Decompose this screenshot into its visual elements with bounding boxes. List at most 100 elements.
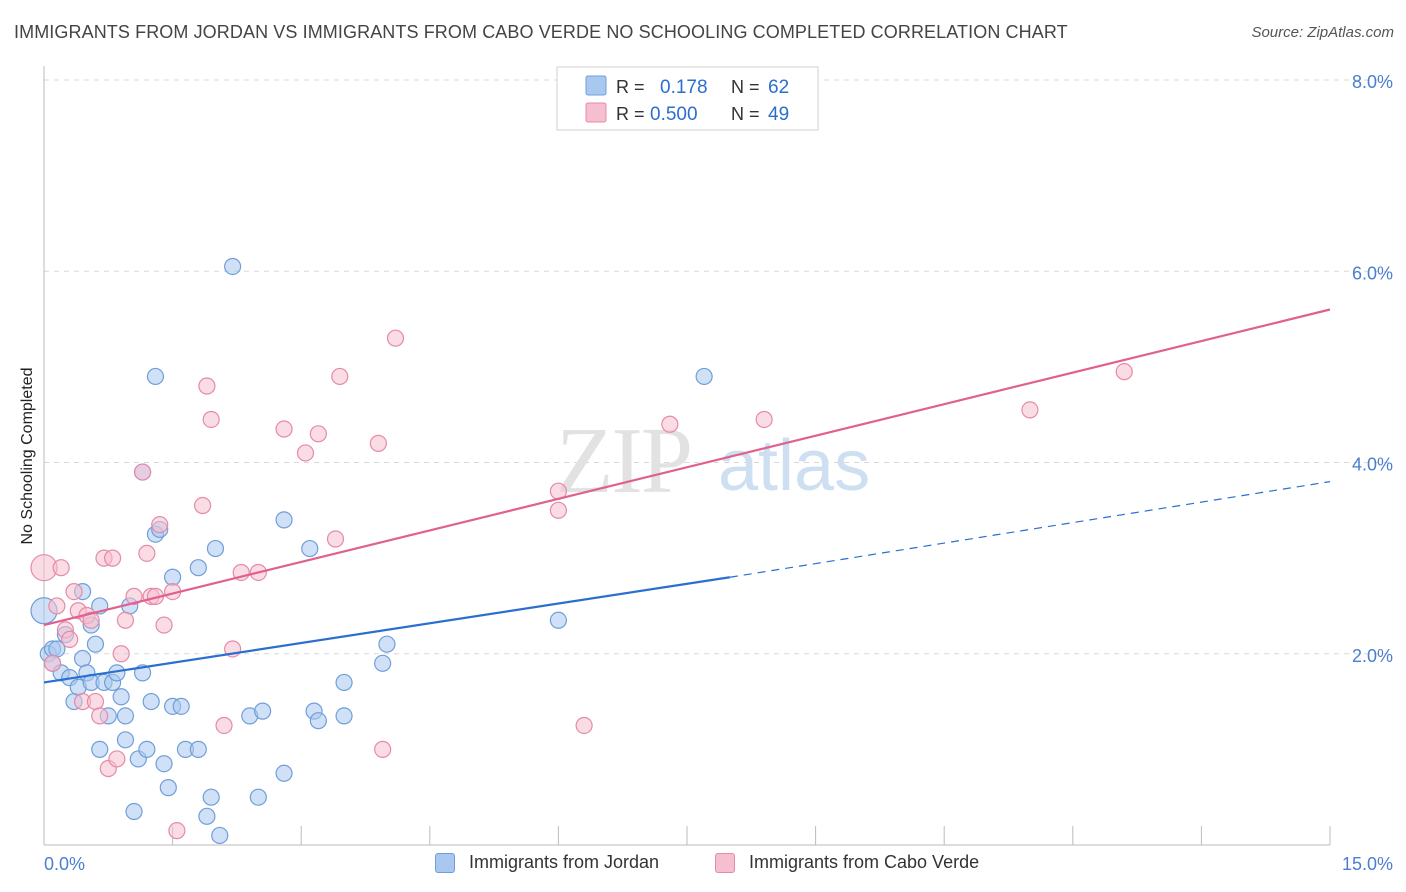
chart-title: IMMIGRANTS FROM JORDAN VS IMMIGRANTS FRO… xyxy=(14,22,1068,42)
stats-r-value-blue: 0.178 xyxy=(660,77,708,98)
jordan-point-45 xyxy=(206,539,225,558)
y-tick-label-2: 6.0% xyxy=(1352,263,1393,283)
jordan-point-43 xyxy=(198,807,216,825)
cabo-verde-point-46 xyxy=(661,415,679,433)
y-tick-label-3: 8.0% xyxy=(1352,72,1393,92)
jordan-point-51 xyxy=(275,511,293,529)
x-tick-label-max: 15.0% xyxy=(1342,854,1393,874)
legend-swatch-jordan xyxy=(435,852,455,873)
jordan-point-61 xyxy=(695,367,713,386)
cabo-verde-point-25 xyxy=(155,616,173,634)
stats-n-value-blue: 62 xyxy=(768,77,789,98)
cabo-verde-point-21 xyxy=(138,544,156,562)
jordan-point-44 xyxy=(202,788,220,806)
cabo-verde-point-18 xyxy=(116,611,135,629)
jordan-point-42 xyxy=(189,740,207,758)
cabo-verde-point-40 xyxy=(369,434,387,452)
cabo-verde-trend-line xyxy=(43,308,1331,627)
legend-swatch-cabo-verde xyxy=(715,852,735,873)
jordan-point-57 xyxy=(335,673,353,692)
y-tick-label-1: 4.0% xyxy=(1352,455,1393,475)
stats-n-label-pink: N = xyxy=(731,104,760,124)
cabo-verde-point-35 xyxy=(275,420,293,438)
jordan-point-60 xyxy=(549,611,568,629)
stats-legend-swatch-pink xyxy=(585,102,607,123)
stats-legend: R = 0.178 N = 62 R = 0.500 N = 49 xyxy=(556,66,819,131)
jordan-point-32 xyxy=(146,367,165,386)
cabo-verde-point-6 xyxy=(65,582,83,601)
cabo-verde-point-39 xyxy=(331,367,349,386)
cabo-verde-point-48 xyxy=(1021,401,1039,419)
watermark-atlas: atlas xyxy=(718,426,870,506)
jordan-point-24 xyxy=(116,707,135,725)
cabo-verde-point-44 xyxy=(549,501,568,519)
jordan-point-53 xyxy=(301,539,319,558)
cabo-verde-point-45 xyxy=(575,716,593,735)
stats-r-label-pink: R = xyxy=(616,104,645,124)
cabo-verde-point-31 xyxy=(215,716,233,735)
cabo-verde-point-29 xyxy=(198,377,216,395)
cabo-verde-point-42 xyxy=(386,329,405,347)
source-credit: Source: ZipAtlas.com xyxy=(1251,24,1394,41)
cabo-verde-point-36 xyxy=(296,444,315,462)
cabo-verde-point-12 xyxy=(91,707,109,725)
legend-label-cabo-verde: Immigrants from Cabo Verde xyxy=(749,852,980,872)
jordan-point-39 xyxy=(172,697,190,715)
legend-item-jordan[interactable]: Immigrants from Jordan xyxy=(435,852,659,873)
cabo-verde-point-28 xyxy=(194,496,212,515)
cabo-verde-point-10 xyxy=(82,611,100,629)
cabo-verde-point-37 xyxy=(309,425,327,443)
jordan-point-36 xyxy=(159,779,177,797)
jordan-point-35 xyxy=(155,755,173,773)
jordan-point-37 xyxy=(164,568,182,586)
cabo-verde-point-1 xyxy=(43,654,62,672)
series-legend: Immigrants from Jordan Immigrants from C… xyxy=(0,852,1406,878)
cabo-verde-point-11 xyxy=(86,692,105,711)
legend-item-cabo-verde[interactable]: Immigrants from Cabo Verde xyxy=(715,852,979,873)
x-tick-label-min: 0.0% xyxy=(44,854,85,874)
y-tick-label-0: 2.0% xyxy=(1352,646,1393,666)
stats-r-value-pink: 0.500 xyxy=(650,104,698,125)
legend-label-jordan: Immigrants from Jordan xyxy=(469,852,660,872)
cabo-verde-point-24 xyxy=(151,516,169,534)
series-cabo-verde-points xyxy=(30,329,1133,840)
jordan-trend-line xyxy=(43,576,731,684)
jordan-point-50 xyxy=(254,702,272,720)
jordan-point-46 xyxy=(211,826,229,845)
jordan-point-56 xyxy=(335,707,353,725)
cabo-verde-point-17 xyxy=(112,645,130,663)
cabo-verde-point-27 xyxy=(168,822,186,840)
cabo-verde-point-15 xyxy=(103,549,122,567)
cabo-verde-point-47 xyxy=(755,410,773,429)
jordan-point-15 xyxy=(86,635,105,653)
jordan-point-49 xyxy=(249,788,267,806)
series-jordan-points xyxy=(30,257,713,845)
jordan-point-23 xyxy=(116,731,135,749)
jordan-point-30 xyxy=(138,740,156,758)
jordan-point-17 xyxy=(91,740,109,758)
jordan-point-31 xyxy=(142,692,160,711)
jordan-point-47 xyxy=(224,257,242,276)
cabo-verde-point-49 xyxy=(1115,363,1133,381)
stats-n-value-pink: 49 xyxy=(768,104,789,125)
cabo-verde-point-38 xyxy=(326,530,345,548)
cabo-verde-point-30 xyxy=(202,410,220,429)
cabo-verde-point-5 xyxy=(61,630,79,649)
stats-legend-swatch-blue xyxy=(585,75,607,96)
watermark: ZIP atlas xyxy=(556,409,870,513)
grid-lines xyxy=(44,79,1392,655)
jordan-point-26 xyxy=(125,802,143,821)
jordan-point-59 xyxy=(378,635,396,653)
cabo-verde-point-3 xyxy=(52,559,70,577)
cabo-verde-point-19 xyxy=(125,587,143,605)
jordan-point-41 xyxy=(189,559,207,577)
trend-lines xyxy=(43,308,1331,684)
cabo-verde-point-2 xyxy=(48,597,66,615)
axes xyxy=(43,66,1331,846)
stats-r-label-blue: R = xyxy=(616,77,645,97)
jordan-trend-extension xyxy=(729,481,1331,578)
tick-labels: 2.0% 4.0% 6.0% 8.0% 0.0% 15.0% xyxy=(44,72,1393,874)
cabo-verde-point-41 xyxy=(374,740,392,758)
jordan-point-10 xyxy=(73,649,92,668)
